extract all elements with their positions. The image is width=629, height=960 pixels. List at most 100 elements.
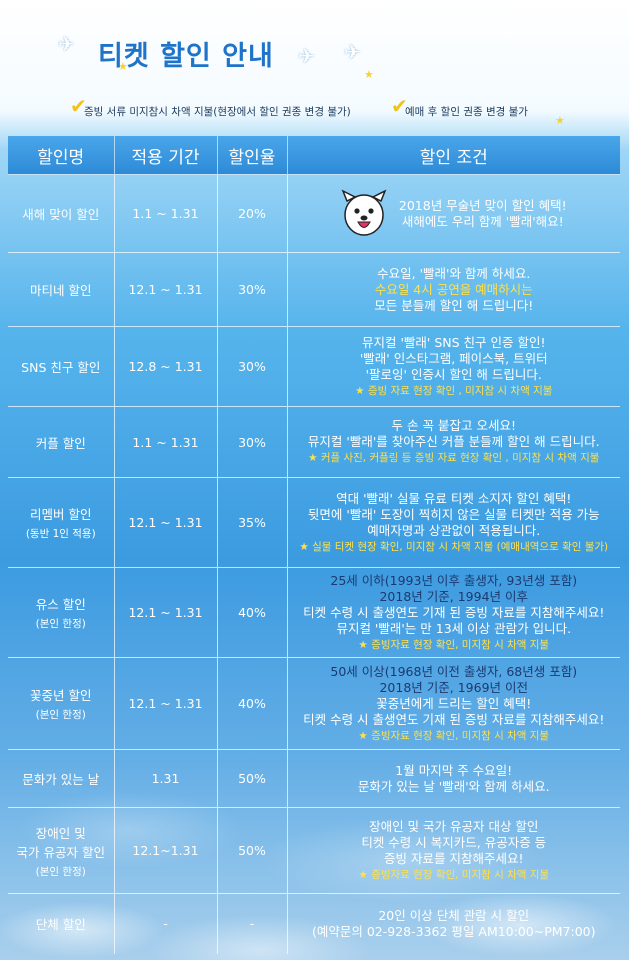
discount-period: 12.1~1.31 [114, 807, 218, 894]
discount-name-note: (동반 1인 적용) [25, 528, 96, 540]
discount-period: 1.1 ~ 1.31 [114, 174, 218, 253]
discount-rate: 50% [217, 749, 288, 808]
discount-rate: 30% [217, 326, 288, 407]
discount-conditions: 역대 '빨래' 실물 유료 티켓 소지자 할인 혜택! 뒷면에 '빨래' 도장이… [287, 477, 620, 568]
condition-line: 1월 마지막 주 수요일! [395, 762, 513, 778]
condition-line: 장애인 및 국가 유공자 대상 할인 [369, 818, 539, 834]
discount-rate: 40% [217, 567, 288, 658]
discount-conditions: 20인 이상 단체 관람 시 할인 (예약문의 02-928-3362 평일 A… [287, 893, 620, 954]
condition-line: 뮤지컬 '빨래'는 만 13세 이상 관람가 입니다. [336, 620, 572, 636]
condition-line: 증빙 자료를 지참해주세요! [384, 850, 524, 866]
condition-line: 25세 이하(1993년 이후 출생자, 93년생 포함) [330, 572, 578, 588]
notice-bar: ✔ 증빙 서류 미지참시 차액 지불(현장에서 할인 권종 변경 불가) ✔ 예… [0, 94, 629, 127]
condition-note: ★ 증빙자료 현장 확인, 미지참 시 차액 지불 [358, 868, 550, 881]
discount-period: 1.31 [114, 749, 218, 808]
star-icon: ★ [364, 68, 374, 81]
discount-name: 유스 할인 (본인 한정) [8, 567, 115, 658]
condition-line: 모든 분들께 할인 해 드립니다! [374, 297, 534, 313]
discount-name: 단체 할인 [8, 893, 115, 954]
discount-period: 12.1 ~ 1.31 [114, 567, 218, 658]
condition-note: ★ 증빙 자료 현장 확인 , 미지참 시 차액 지불 [355, 384, 553, 397]
table-row: 커플 할인 1.1 ~ 1.31 30% 두 손 꼭 붙잡고 오세요! 뮤지컬 … [8, 406, 620, 478]
condition-note: ★ 증빙자료 현장 확인, 미지참 시 차액 지불 [358, 638, 550, 651]
condition-line: 뮤지컬 '빨래' SNS 친구 인증 할인! [362, 334, 546, 350]
table-row: SNS 친구 할인 12.8 ~ 1.31 30% 뮤지컬 '빨래' SNS 친… [8, 326, 620, 407]
table-row: 장애인 및 국가 유공자 할인 (본인 한정) 12.1~1.31 50% 장애… [8, 807, 620, 894]
notice-text: 예매 후 할인 권종 변경 불가 [405, 106, 528, 118]
header-rate: 할인율 [217, 136, 288, 175]
discount-period: - [114, 893, 218, 954]
discount-name: 새해 맞이 할인 [8, 174, 115, 253]
discount-conditions: 25세 이하(1993년 이후 출생자, 93년생 포함) 2018년 기준, … [287, 567, 620, 658]
condition-line: 역대 '빨래' 실물 유료 티켓 소지자 할인 혜택! [336, 490, 572, 506]
discount-name: 마티네 할인 [8, 252, 115, 327]
bird-icon: ✈ [58, 32, 75, 56]
condition-line: 두 손 꼭 붙잡고 오세요! [391, 418, 516, 433]
discount-name: 꽃중년 할인 (본인 한정) [8, 657, 115, 750]
discount-rate: 50% [217, 807, 288, 894]
condition-note: ★ 증빙자료 현장 확인, 미지참 시 차액 지불 [358, 729, 550, 742]
discount-rate: 30% [217, 406, 288, 478]
discount-conditions: 50세 이상(1968년 이전 출생자, 68년생 포함) 2018년 기준, … [287, 657, 620, 750]
discount-period: 12.1 ~ 1.31 [114, 252, 218, 327]
table-row: 유스 할인 (본인 한정) 12.1 ~ 1.31 40% 25세 이하(199… [8, 567, 620, 658]
star-icon: ★ [118, 60, 128, 73]
page-title: 티켓 할인 안내 [98, 41, 274, 72]
condition-line: (예약문의 02-928-3362 평일 AM10:00~PM7:00) [312, 923, 596, 939]
discount-conditions: 2018년 무술년 맞이 할인 혜택! 새해에도 우리 함께 '빨래'해요! [287, 174, 620, 253]
discount-name-note: (본인 한정) [35, 709, 86, 721]
discount-conditions: 장애인 및 국가 유공자 대상 할인 티켓 수령 시 복지카드, 유공자증 등 … [287, 807, 620, 894]
table-row: 문화가 있는 날 1.31 50% 1월 마지막 주 수요일! 문화가 있는 날… [8, 749, 620, 808]
condition-line: 2018년 무술년 맞이 할인 혜택! [398, 197, 567, 213]
star-icon: ★ [555, 114, 565, 127]
header: ✈ ★ 티켓 할인 안내 ✈ ✈ ★ [0, 30, 629, 90]
dog-mascot-icon [341, 188, 387, 239]
condition-line: 뒷면에 '빨래' 도장이 찍히지 않은 실물 티켓만 적용 가능 [307, 506, 600, 522]
discount-period: 1.1 ~ 1.31 [114, 406, 218, 478]
header-conditions: 할인 조건 [287, 136, 620, 175]
condition-line: 티켓 수령 시 출생연도 기재 된 증빙 자료를 지참해주세요! [303, 604, 605, 620]
bird-icon: ✈ [298, 44, 315, 68]
bird-icon: ✈ [344, 40, 361, 64]
discount-rate: 30% [217, 252, 288, 327]
discount-period: 12.1 ~ 1.31 [114, 477, 218, 568]
condition-line: 뮤지컬 '빨래'를 찾아주신 커플 분들께 할인 해 드립니다. [307, 434, 600, 449]
notice-text: 증빙 서류 미지참시 차액 지불(현장에서 할인 권종 변경 불가) [84, 106, 351, 118]
table-row: 리멤버 할인 (동반 1인 적용) 12.1 ~ 1.31 35% 역대 '빨래… [8, 477, 620, 568]
discount-conditions: 수요일, '빨래'와 함께 하세요. 수요일 4시 공연을 예매하시는 모든 분… [287, 252, 620, 327]
discount-name: 문화가 있는 날 [8, 749, 115, 808]
condition-line: 수요일, '빨래'와 함께 하세요. [377, 265, 531, 281]
condition-line: 문화가 있는 날 '빨래'와 함께 하세요. [357, 778, 550, 794]
condition-line: 새해에도 우리 함께 '빨래'해요! [401, 213, 564, 229]
discount-conditions: 뮤지컬 '빨래' SNS 친구 인증 할인! '빨래' 인스타그램, 페이스북,… [287, 326, 620, 407]
discount-rate: 40% [217, 657, 288, 750]
condition-note: ★ 실물 티켓 현장 확인, 미지참 시 차액 지불 (예매내역으로 확인 불가… [299, 540, 609, 553]
discount-period: 12.1 ~ 1.31 [114, 657, 218, 750]
discount-rate: - [217, 893, 288, 954]
condition-line: 티켓 수령 시 복지카드, 유공자증 등 [361, 834, 547, 850]
condition-line: 티켓 수령 시 출생연도 기재 된 증빙 자료를 지참해주세요! [303, 711, 605, 727]
discount-conditions: 두 손 꼭 붙잡고 오세요! 뮤지컬 '빨래'를 찾아주신 커플 분들께 할인 … [287, 406, 620, 478]
discount-name-note: (본인 한정) [35, 618, 86, 630]
discount-name: 리멤버 할인 (동반 1인 적용) [8, 477, 115, 568]
discount-name-note: (본인 한정) [35, 865, 86, 878]
header-name: 할인명 [8, 136, 115, 175]
condition-line: 50세 이상(1968년 이전 출생자, 68년생 포함) [330, 663, 578, 679]
condition-line: 꽃중년에게 드리는 할인 혜택! [376, 695, 532, 711]
table-header: 할인명 적용 기간 할인율 할인 조건 [8, 136, 620, 175]
table-row: 꽃중년 할인 (본인 한정) 12.1 ~ 1.31 40% 50세 이상(19… [8, 657, 620, 750]
condition-line: 2018년 기준, 1994년 이후 [379, 588, 529, 604]
check-icon: ✔ [391, 94, 408, 118]
discount-rate: 20% [217, 174, 288, 253]
condition-note: ★ 커플 사진, 커플링 등 증빙 자료 현장 확인 , 미지참 시 차액 지불 [308, 452, 600, 464]
condition-line: 2018년 기준, 1969년 이전 [379, 679, 529, 695]
check-icon: ✔ [70, 94, 87, 118]
condition-line: 예매자명과 상관없이 적용됩니다. [367, 522, 541, 538]
discount-table: 할인명 적용 기간 할인율 할인 조건 새해 맞이 할인 1.1 ~ 1.31 … [8, 136, 620, 954]
table-row: 마티네 할인 12.1 ~ 1.31 30% 수요일, '빨래'와 함께 하세요… [8, 252, 620, 327]
discount-name: 장애인 및 국가 유공자 할인 (본인 한정) [8, 807, 115, 894]
discount-name: 커플 할인 [8, 406, 115, 478]
header-period: 적용 기간 [114, 136, 218, 175]
discount-rate: 35% [217, 477, 288, 568]
table-row: 새해 맞이 할인 1.1 ~ 1.31 20% [8, 174, 620, 253]
